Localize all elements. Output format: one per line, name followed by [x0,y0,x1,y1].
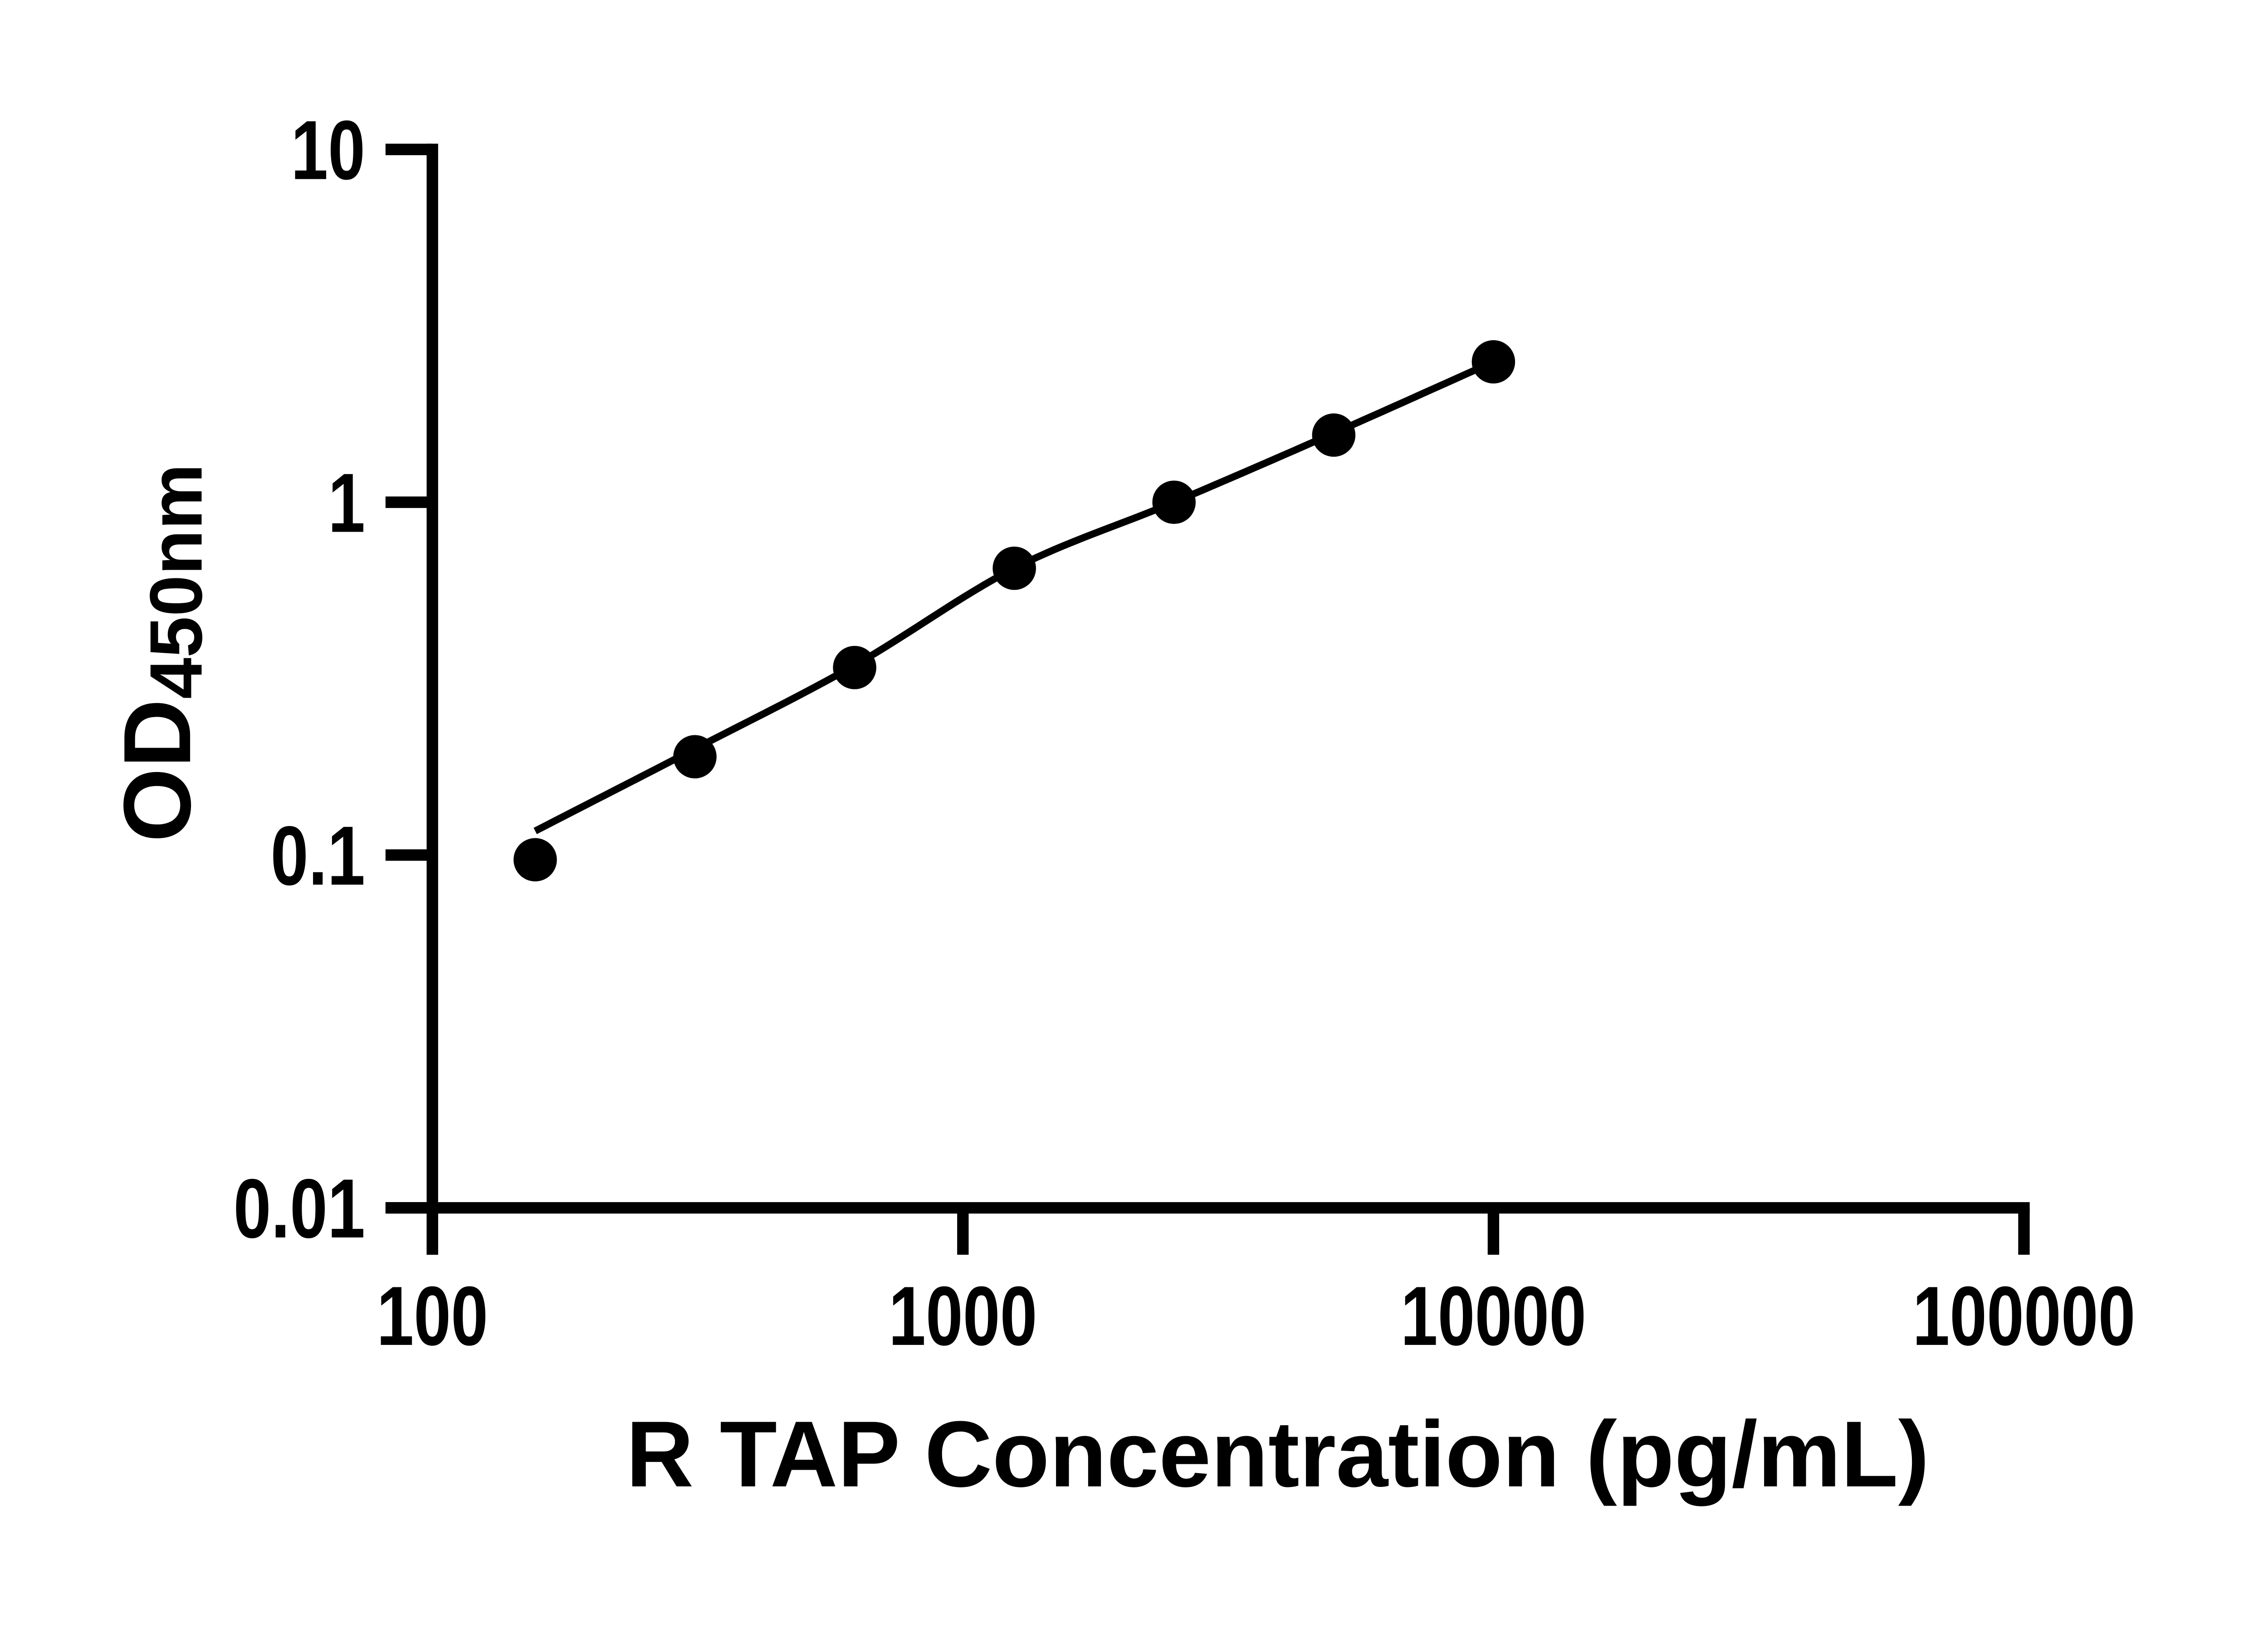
data-point-marker [1312,413,1356,457]
y-axis-title-group: OD450nm [103,464,217,842]
y-tick-label-10: 10 [291,103,365,197]
y-tick-label-1: 1 [328,456,365,550]
y-tick-label-0.1: 0.1 [270,809,365,903]
data-point-marker [1471,340,1515,384]
chart-figure: 100 1000 10000 100000 10 1 0.1 0.01 R TAP Concen… [0,0,2268,1592]
y-axis-title-subscript: 450nm [134,464,217,699]
data-point-marker [992,546,1036,590]
data-point-marker [833,645,876,689]
data-point-marker [673,735,717,778]
x-tick-label-100000: 100000 [1912,1269,2135,1363]
elisa-standard-curve-chart: 100 1000 10000 100000 10 1 0.1 0.01 R TAP Concen… [0,0,2268,1592]
y-tick-label-0.01: 0.01 [234,1162,365,1256]
x-tick-label-10000: 10000 [1401,1269,1586,1363]
x-tick-label-1000: 1000 [889,1269,1037,1363]
x-tick-label-100: 100 [376,1269,488,1363]
data-point-marker [1152,480,1196,524]
data-point-marker [513,838,557,882]
y-axis-title-main: OD [103,699,210,842]
y-axis-title: OD450nm [103,464,217,842]
x-axis-title: R TAP Concentration (pg/mL) [626,1402,1929,1506]
chart-background [0,0,2268,1592]
